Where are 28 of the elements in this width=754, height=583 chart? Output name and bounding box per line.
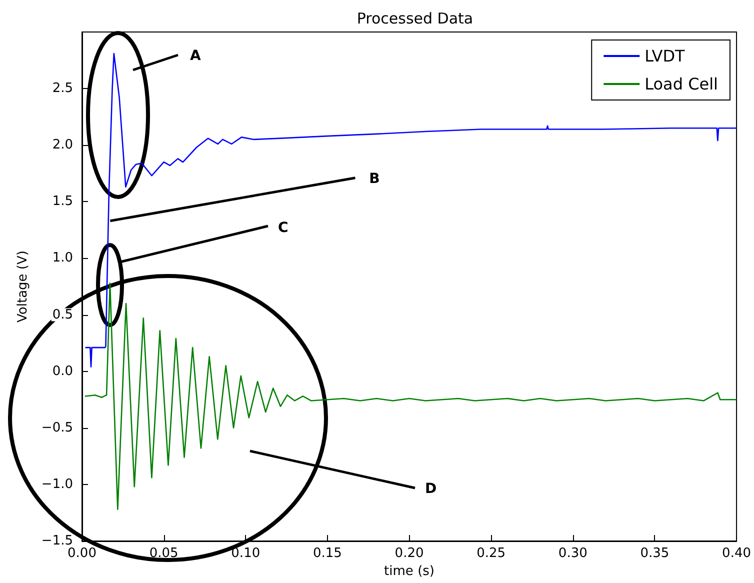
annotation: C (278, 220, 288, 236)
x-tick-label: 0.35 (640, 546, 670, 561)
y-tick-label: 2.0 (52, 138, 73, 153)
chart-title: Processed Data (356, 10, 474, 28)
annotation: B (369, 170, 380, 187)
x-tick-label: 0.05 (149, 546, 178, 561)
x-tick-label: 0.15 (312, 546, 342, 561)
y-tick-label: 0.0 (52, 364, 73, 379)
y-axis-title: Voltage (V) (16, 250, 31, 322)
y-tick-label: 1.5 (52, 194, 73, 210)
annotation: A (190, 48, 201, 64)
x-axis-title: time (s) (384, 564, 434, 579)
y-tick-label: −1.0 (41, 476, 73, 492)
x-tick-label: 0.00 (68, 546, 96, 561)
x-tick-label: 0.20 (394, 546, 424, 561)
legend-label: Load Cell (644, 74, 718, 94)
y-tick-label: −0.5 (41, 420, 73, 436)
annotation: D (425, 481, 437, 497)
x-tick-label: 0.25 (476, 546, 506, 561)
line-series (84, 282, 738, 510)
y-tick-label: 1.0 (52, 250, 73, 266)
y-tick-label: 2.5 (52, 81, 73, 96)
x-tick-label: 0.10 (231, 546, 260, 561)
x-tick-label: 0.30 (558, 546, 588, 561)
x-tick-label: 0.40 (722, 546, 752, 561)
y-tick-label: −1.5 (41, 534, 73, 548)
y-tick-label: 0.5 (52, 307, 73, 322)
legend-label: LVDT (644, 46, 686, 66)
